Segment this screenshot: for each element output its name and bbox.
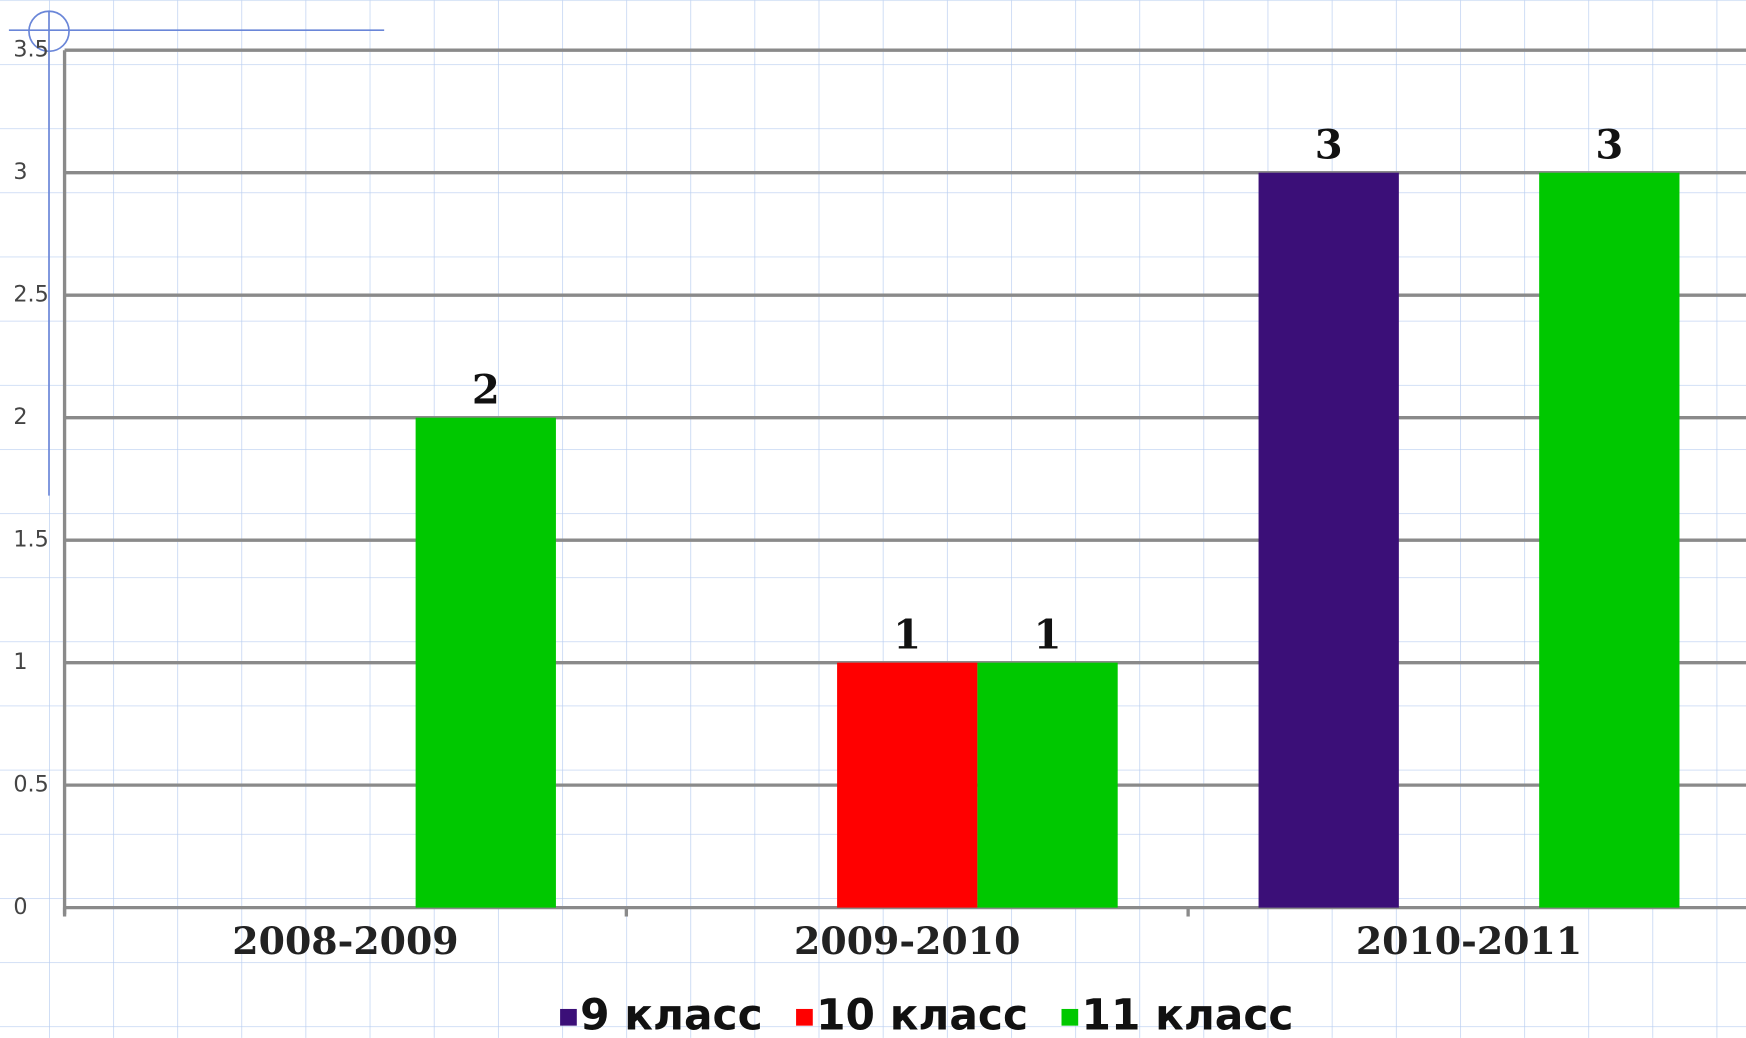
bar [415,417,556,908]
y-tick-label: 1 [13,649,27,675]
value-label: 3 [1315,122,1343,169]
x-tick-label: 2010-2011 [1356,918,1582,963]
legend-swatch [560,1008,577,1026]
legend-swatch [1061,1008,1079,1026]
bar [1539,172,1680,908]
bar [1258,172,1399,908]
y-tick-label: 3.5 [13,37,48,63]
value-label: 2 [472,367,500,414]
legend-label: 10 класс [816,990,1028,1038]
x-tick-label: 2008-2009 [232,918,458,963]
x-tick-label: 2009-2010 [794,918,1020,963]
value-label: 1 [893,612,921,659]
legend-swatch [796,1008,813,1026]
y-tick-label: 0 [13,894,27,920]
y-tick-label: 0.5 [13,772,48,798]
legend-label: 9 класс [580,990,763,1038]
y-tick-label: 2 [13,404,27,430]
bar [837,662,978,908]
y-tick-label: 1.5 [13,527,48,553]
bar [977,662,1118,908]
decor-circle [28,10,70,53]
y-tick-label: 3 [13,159,27,185]
value-label: 1 [1034,612,1062,659]
value-label: 3 [1595,122,1623,169]
y-tick-label: 2.5 [13,282,48,308]
legend-label: 11 класс [1082,990,1294,1038]
